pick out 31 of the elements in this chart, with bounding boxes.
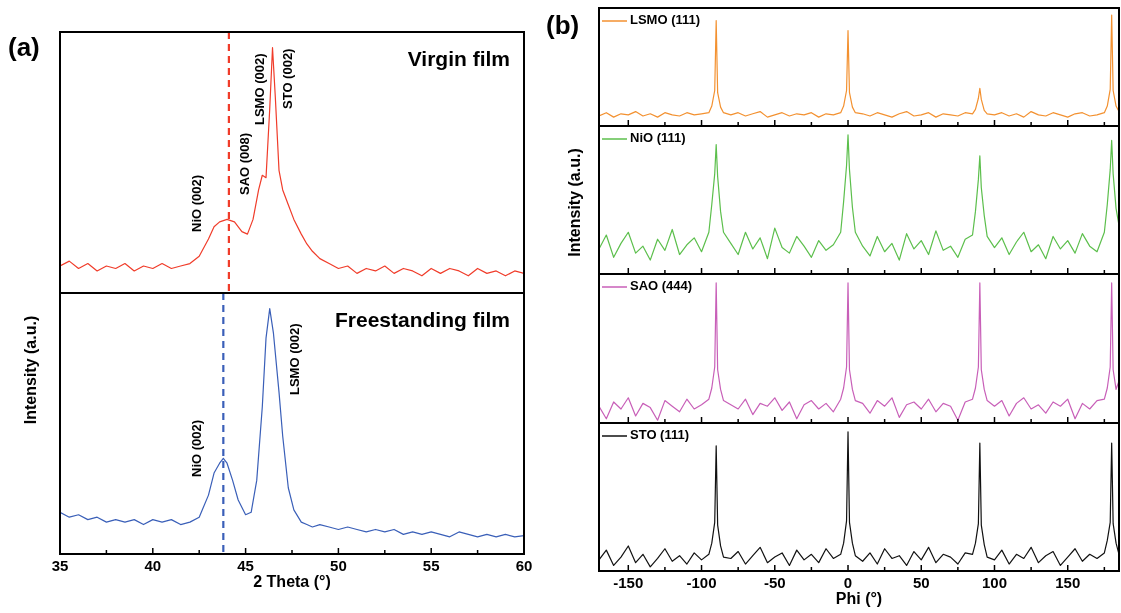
- x-axis-title: Phi (°): [835, 590, 883, 607]
- legend-label: LSMO (111): [630, 12, 701, 28]
- x-tick-label: 50: [912, 574, 930, 591]
- legend-label: SAO (444): [630, 278, 693, 294]
- x-tick-label: 45: [237, 557, 254, 574]
- annotation: STO (002): [280, 48, 296, 109]
- x-tick-label: -50: [763, 574, 786, 591]
- x-tick-label: 40: [144, 557, 162, 574]
- annotation: LSMO (002): [287, 323, 303, 395]
- chart-title: (b): [546, 10, 580, 40]
- y-axis-title: Intensity (a.u.): [22, 315, 39, 425]
- y-axis-title: Intensity (a.u.): [566, 148, 583, 257]
- x-axis-title: 2 Theta (°): [253, 573, 331, 590]
- x-tick-label: -150: [613, 574, 644, 591]
- x-tick-label: -100: [686, 574, 717, 591]
- annotation: Freestanding film: [334, 308, 510, 331]
- chart-title: (a): [8, 32, 40, 62]
- x-tick-label: 150: [1055, 574, 1081, 591]
- x-tick-label: 60: [515, 557, 533, 574]
- x-tick-label: 35: [51, 557, 69, 574]
- x-tick-label: 50: [330, 557, 347, 574]
- x-tick-label: 0: [843, 574, 853, 591]
- annotation: NiO (002): [189, 174, 205, 232]
- annotation: SAO (008): [237, 132, 253, 195]
- legend-label: NiO (111): [630, 130, 686, 146]
- annotation: LSMO (002): [252, 53, 268, 125]
- x-tick-label: 55: [422, 557, 440, 574]
- legend-label: STO (111): [630, 427, 690, 443]
- annotation: NiO (002): [189, 419, 205, 477]
- annotation: Virgin film: [407, 47, 510, 70]
- x-tick-label: 100: [981, 574, 1008, 591]
